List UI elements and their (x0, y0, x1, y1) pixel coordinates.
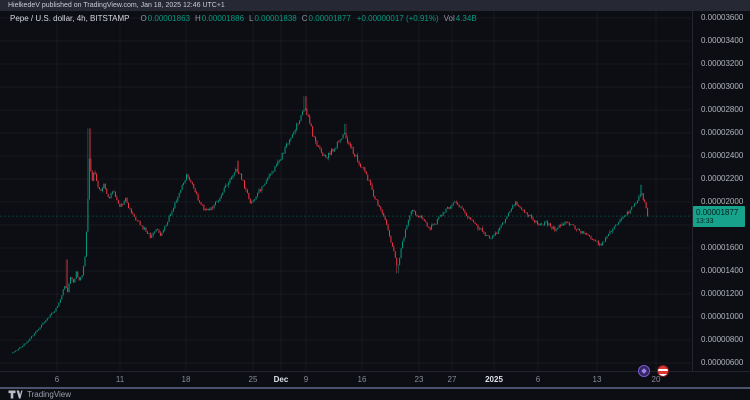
purple-ring-reaction-icon[interactable] (638, 365, 650, 377)
high-value: 0.00001886 (201, 14, 245, 23)
time-axis-label: 6 (535, 375, 541, 384)
close-value: 0.00001877 (308, 14, 351, 23)
time-axis-label: 9 (303, 375, 309, 384)
price-axis-label: 0.00001000 (701, 312, 744, 321)
red-striped-reaction-icon[interactable] (657, 365, 669, 377)
low-value: 0.00001838 (254, 14, 297, 23)
open-label: O (140, 14, 147, 23)
time-axis-label: 11 (115, 375, 125, 384)
footer-brand[interactable]: TradingView (27, 390, 72, 399)
publish-text: HielkedeV published on TradingView.com, … (8, 2, 225, 9)
candlestick-series (12, 96, 649, 354)
price-axis-label: 0.00002600 (701, 128, 744, 137)
price-axis-label: 0.00000600 (701, 358, 744, 367)
price-axis-label: 0.00003000 (701, 82, 744, 91)
time-axis-label: Dec (273, 375, 289, 384)
change-value: +0.00000017 (+0.91%) (356, 14, 439, 23)
high-label: H (194, 14, 201, 23)
price-axis-label: 0.00003200 (701, 59, 744, 68)
price-axis[interactable]: 0.00001877 13:33 0.00003600 0.00003400 0.0… (692, 11, 750, 371)
price-axis-label: 0.00001600 (701, 243, 744, 252)
price-axis-label: 0.00002400 (701, 151, 744, 160)
publish-bar: HielkedeV published on TradingView.com, … (0, 0, 750, 11)
low-label: L (249, 14, 254, 23)
grid (0, 11, 691, 371)
price-axis-label: 0.00001400 (701, 266, 744, 275)
price-axis-label: 0.00000800 (701, 335, 744, 344)
tradingview-logo[interactable] (8, 390, 23, 399)
price-axis-label: 0.00002800 (701, 105, 744, 114)
volume-label: Vol (443, 14, 455, 23)
time-axis-label: 2025 (485, 375, 503, 384)
price-axis-label: 0.00002200 (701, 174, 744, 183)
time-axis-label: 18 (181, 375, 191, 384)
current-price-tag: 0.00001877 13:33 (693, 205, 745, 227)
time-axis-label: 16 (357, 375, 367, 384)
symbol-legend: Pepe / U.S. dollar, 4h, BITSTAMP O0.00001… (10, 14, 477, 24)
close-label: C (301, 14, 308, 23)
footer: TradingView (0, 387, 750, 400)
open-value: 0.00001863 (147, 14, 190, 23)
time-axis-label: 13 (592, 375, 602, 384)
bar-close-countdown: 13:33 (696, 217, 714, 225)
price-axis-label: 0.00002000 (701, 197, 744, 206)
time-axis-label: 20 (651, 375, 661, 384)
time-axis-label: 27 (447, 375, 457, 384)
time-axis-label: 23 (414, 375, 424, 384)
time-axis-label: 25 (248, 375, 258, 384)
price-axis-label: 0.00003400 (701, 36, 744, 45)
price-axis-label: 0.00003600 (701, 13, 744, 22)
symbol-title: Pepe / U.S. dollar, 4h, BITSTAMP (10, 14, 130, 23)
current-price-value: 0.00001877 (696, 207, 739, 217)
volume-value: 4.34B (455, 14, 477, 23)
time-axis[interactable]: 6 11 18 25 Dec 9 16 23 27 2025 6 13 20 (0, 371, 750, 387)
price-axis-label: 0.00001200 (701, 289, 744, 298)
time-axis-label: 6 (54, 375, 60, 384)
